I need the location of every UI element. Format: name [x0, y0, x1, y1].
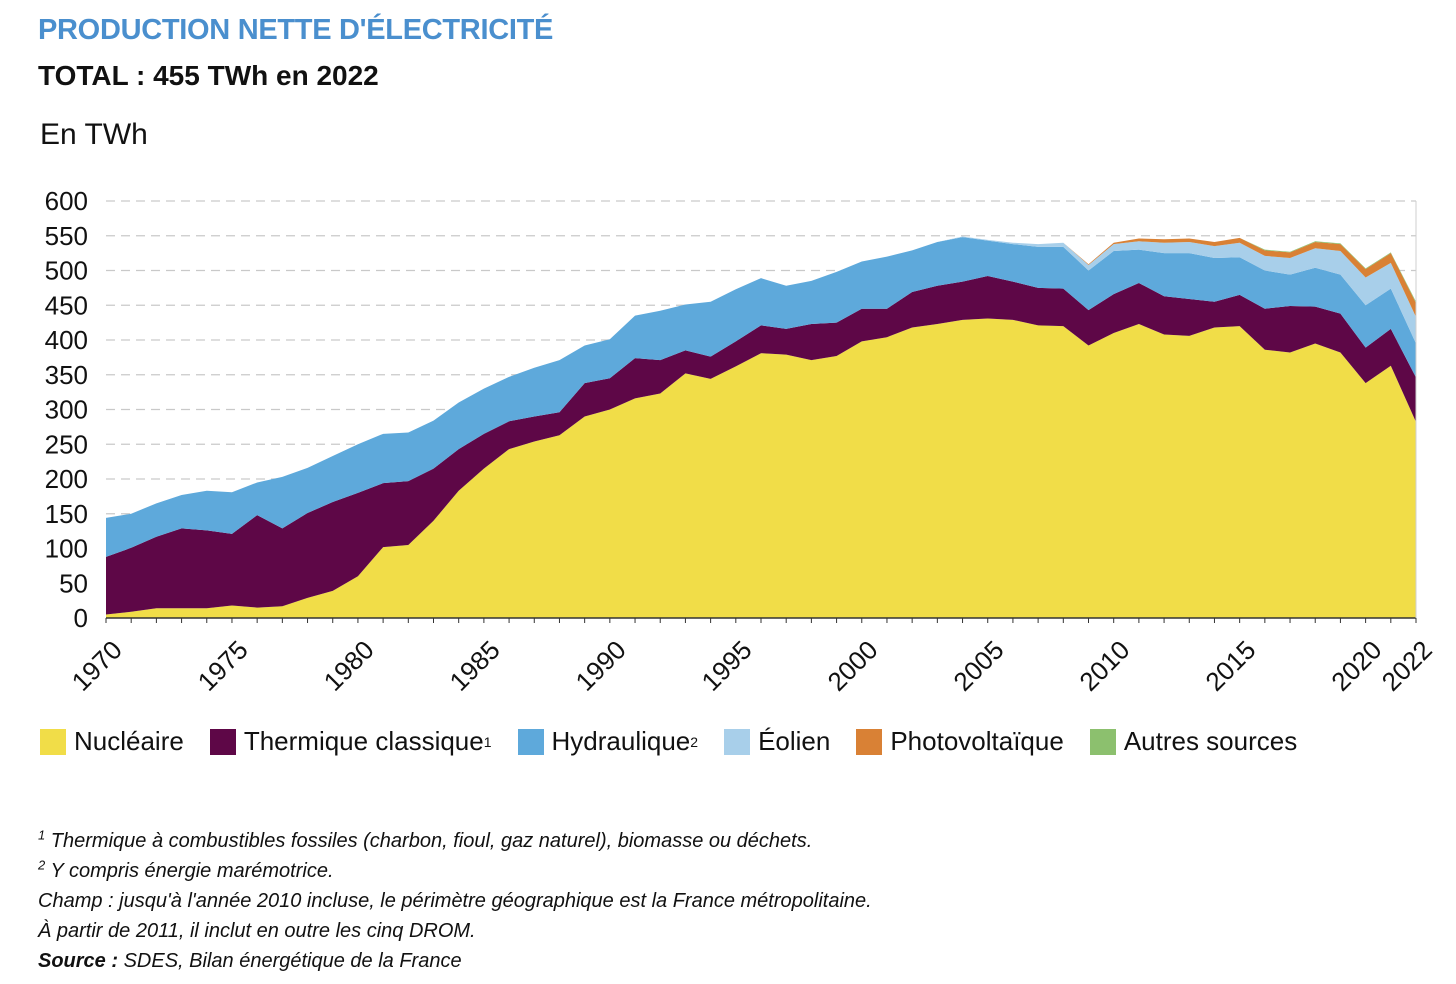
y-tick-label: 0 — [74, 603, 88, 633]
x-tick-label: 2000 — [821, 635, 883, 697]
x-tick-labels: 1970 1975 1980 1985 1990 1995 2000 2005 2010 2015… — [66, 635, 1438, 697]
footnote-2: 2 Y compris énergie marémotrice. — [38, 856, 872, 886]
x-tick-label: 2015 — [1199, 635, 1261, 697]
legend-label-thermique: Thermique classique — [243, 726, 484, 756]
y-tick-label: 500 — [45, 256, 88, 286]
legend-item-nucleaire: Nucléaire — [40, 726, 184, 757]
y-tick-label: 50 — [59, 568, 88, 598]
x-tick-label: 1980 — [318, 635, 380, 697]
footnote-1: 1 Thermique à combustibles fossiles (cha… — [38, 826, 872, 856]
legend-label-hydraulique: Hydraulique — [551, 726, 691, 756]
legend-swatch-photovoltaique — [856, 728, 883, 755]
scope-note-1: Champ : jusqu'à l'année 2010 incluse, le… — [38, 890, 872, 912]
footnote-2-text: Y compris énergie marémotrice. — [50, 860, 334, 882]
y-tick-label: 300 — [45, 395, 88, 425]
x-tick-label: 1970 — [66, 635, 128, 697]
source-label: Source : — [38, 950, 119, 972]
legend-item-thermique: Thermique classique 1 — [209, 726, 492, 757]
legend-label-autres: Autres sources — [1123, 726, 1298, 756]
legend-label-photovoltaique: Photovoltaïque — [890, 726, 1064, 756]
legend: Nucléaire Thermique classique 1 Hydraulique… — [40, 726, 1297, 757]
unit-label: En TWh — [40, 118, 148, 151]
stacked-area-chart: 0 50 100 150 200 250 300 350 400 450 500 550 600 197… — [45, 186, 1438, 697]
x-tick-label: 2022 — [1376, 635, 1438, 697]
legend-label-nucleaire: Nucléaire — [74, 726, 184, 756]
x-tick-label: 2005 — [947, 635, 1009, 697]
legend-item-eolien: Éolien — [724, 726, 830, 757]
y-tick-label: 200 — [45, 464, 88, 494]
y-tick-label: 400 — [45, 325, 88, 355]
x-tick-label: 2020 — [1325, 635, 1387, 697]
chart-subtitle: TOTAL : 455 TWh en 2022 — [38, 60, 379, 91]
y-tick-labels: 0 50 100 150 200 250 300 350 400 450 500 550 600 — [45, 186, 88, 633]
area-nucleaire — [106, 318, 1416, 618]
legend-item-autres: Autres sources — [1089, 726, 1298, 757]
legend-swatch-autres — [1089, 728, 1116, 755]
footnote-1-marker: 1 — [38, 827, 46, 843]
legend-swatch-thermique — [209, 728, 236, 755]
area-eolien — [106, 236, 1416, 518]
y-tick-label: 600 — [45, 186, 88, 216]
chart-title: PRODUCTION NETTE D'ÉLECTRICITÉ — [38, 14, 554, 46]
y-tick-label: 450 — [45, 290, 88, 320]
legend-item-hydraulique: Hydraulique 2 — [517, 726, 698, 757]
x-tick-label: 1995 — [696, 635, 758, 697]
axes — [105, 201, 1417, 623]
source-text: SDES, Bilan énergétique de la France — [123, 950, 462, 972]
y-tick-label: 100 — [45, 534, 88, 564]
x-tick-label: 2010 — [1073, 635, 1135, 697]
y-tick-label: 250 — [45, 429, 88, 459]
legend-swatch-nucleaire — [40, 728, 66, 755]
legend-swatch-hydraulique — [517, 728, 544, 755]
footnote-1-text: Thermique à combustibles fossiles (charb… — [50, 830, 813, 852]
legend-swatch-eolien — [724, 728, 751, 755]
area-hydraulique — [106, 237, 1416, 557]
x-tick-label: 1975 — [192, 635, 254, 697]
y-tick-label: 150 — [45, 499, 88, 529]
area-series — [106, 236, 1416, 618]
y-tick-label: 350 — [45, 360, 88, 390]
x-tick-label: 1990 — [570, 635, 632, 697]
legend-label-eolien: Éolien — [758, 726, 831, 756]
x-tick-label: 1985 — [444, 635, 506, 697]
scope-note-2: À partir de 2011, il inclut en outre les… — [38, 920, 476, 942]
footnote-2-marker: 2 — [38, 857, 46, 873]
area-thermique — [106, 276, 1416, 615]
legend-item-photovoltaique: Photovoltaïque — [856, 726, 1064, 757]
y-tick-label: 550 — [45, 221, 88, 251]
footnotes: 1 Thermique à combustibles fossiles (cha… — [38, 826, 872, 976]
source-note: Source : SDES, Bilan énergétique de la F… — [38, 946, 872, 976]
